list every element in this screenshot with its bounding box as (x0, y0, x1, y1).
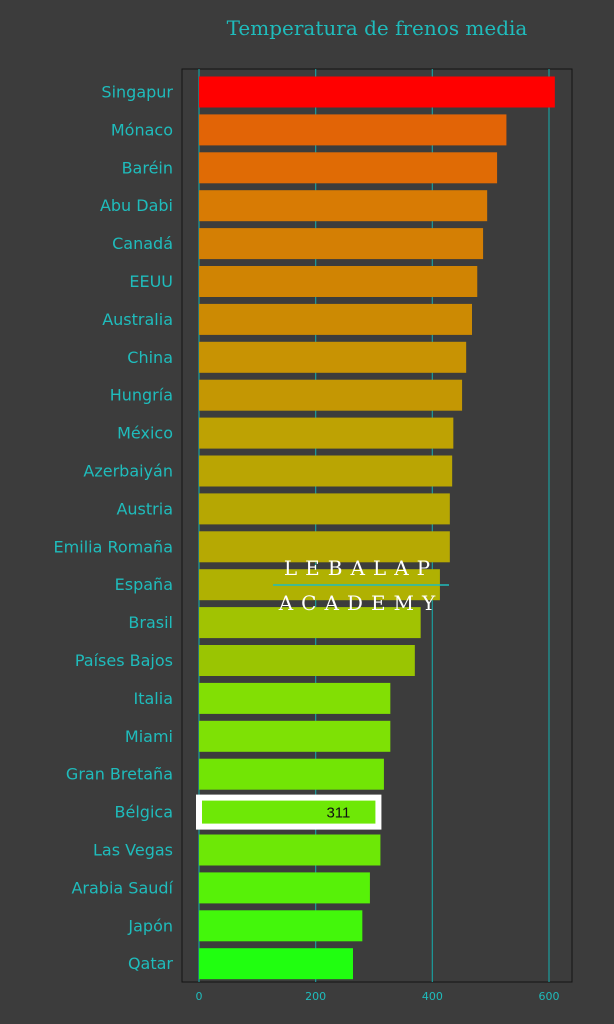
bar-china (199, 341, 467, 373)
bar-belgica (199, 796, 381, 828)
bar-emilia-romana (199, 531, 450, 563)
bar-mexico (199, 417, 454, 449)
bar-miami (199, 720, 391, 752)
category-label-mexico: México (117, 424, 173, 443)
category-label-australia: Australia (102, 310, 173, 329)
category-label-las-vegas: Las Vegas (93, 841, 173, 860)
chart-title: Temperatura de frenos media (226, 16, 528, 40)
bar-brasil (199, 607, 421, 639)
category-label-qatar: Qatar (128, 954, 173, 973)
bar-japon (199, 910, 363, 942)
x-tick-label-600: 600 (539, 990, 560, 1003)
category-label-china: China (127, 348, 173, 367)
bar-gran-bretana (199, 758, 384, 790)
bar-austria (199, 493, 450, 525)
category-label-austria: Austria (116, 499, 173, 518)
category-label-singapur: Singapur (101, 83, 173, 102)
category-label-paises-bajos: Países Bajos (75, 651, 173, 670)
category-label-eeuu: EEUU (129, 272, 173, 291)
category-label-miami: Miami (125, 727, 173, 746)
x-tick-label-400: 400 (422, 990, 443, 1003)
highlight-box (196, 794, 382, 830)
category-label-italia: Italia (134, 689, 174, 708)
category-label-azerbaiyan: Azerbaiyán (83, 462, 173, 481)
category-label-barein: Baréin (122, 158, 173, 177)
bar-barein (199, 152, 498, 184)
category-label-japon: Japón (127, 916, 173, 935)
watermark-line-2: ACADEMY (278, 591, 444, 615)
bar-paises-bajos (199, 645, 415, 676)
x-tick-label-200: 200 (305, 990, 326, 1003)
bar-australia (199, 303, 472, 335)
x-tick-label-0: 0 (196, 990, 203, 1003)
bar-azerbaiyan (199, 455, 453, 487)
category-label-brasil: Brasil (128, 613, 173, 632)
category-label-arabia-saudi: Arabia Saudí (71, 878, 173, 897)
category-label-monaco: Mónaco (111, 120, 173, 139)
highlight-value-label: 311 (326, 805, 350, 822)
bar-canada (199, 228, 484, 260)
plot-frame (181, 68, 573, 983)
bar-qatar (199, 948, 353, 980)
category-label-hungria: Hungría (110, 386, 173, 405)
bar-las-vegas (199, 834, 381, 866)
category-label-emilia-romana: Emilia Romaña (54, 537, 173, 556)
watermark-line-1: LEBALAP (284, 556, 438, 580)
bar-eeuu (199, 266, 478, 297)
bar-abu-dabi (199, 190, 488, 222)
category-label-espana: España (115, 575, 173, 594)
bar-monaco (199, 114, 507, 146)
category-label-abu-dabi: Abu Dabi (100, 196, 173, 215)
bar-italia (199, 682, 391, 714)
bar-arabia-saudi (199, 872, 370, 904)
category-label-canada: Canadá (112, 234, 173, 253)
category-label-gran-bretana: Gran Bretaña (66, 765, 173, 784)
bar-singapur (199, 76, 555, 108)
bar-hungria (199, 379, 463, 411)
category-label-belgica: Bélgica (115, 803, 173, 822)
